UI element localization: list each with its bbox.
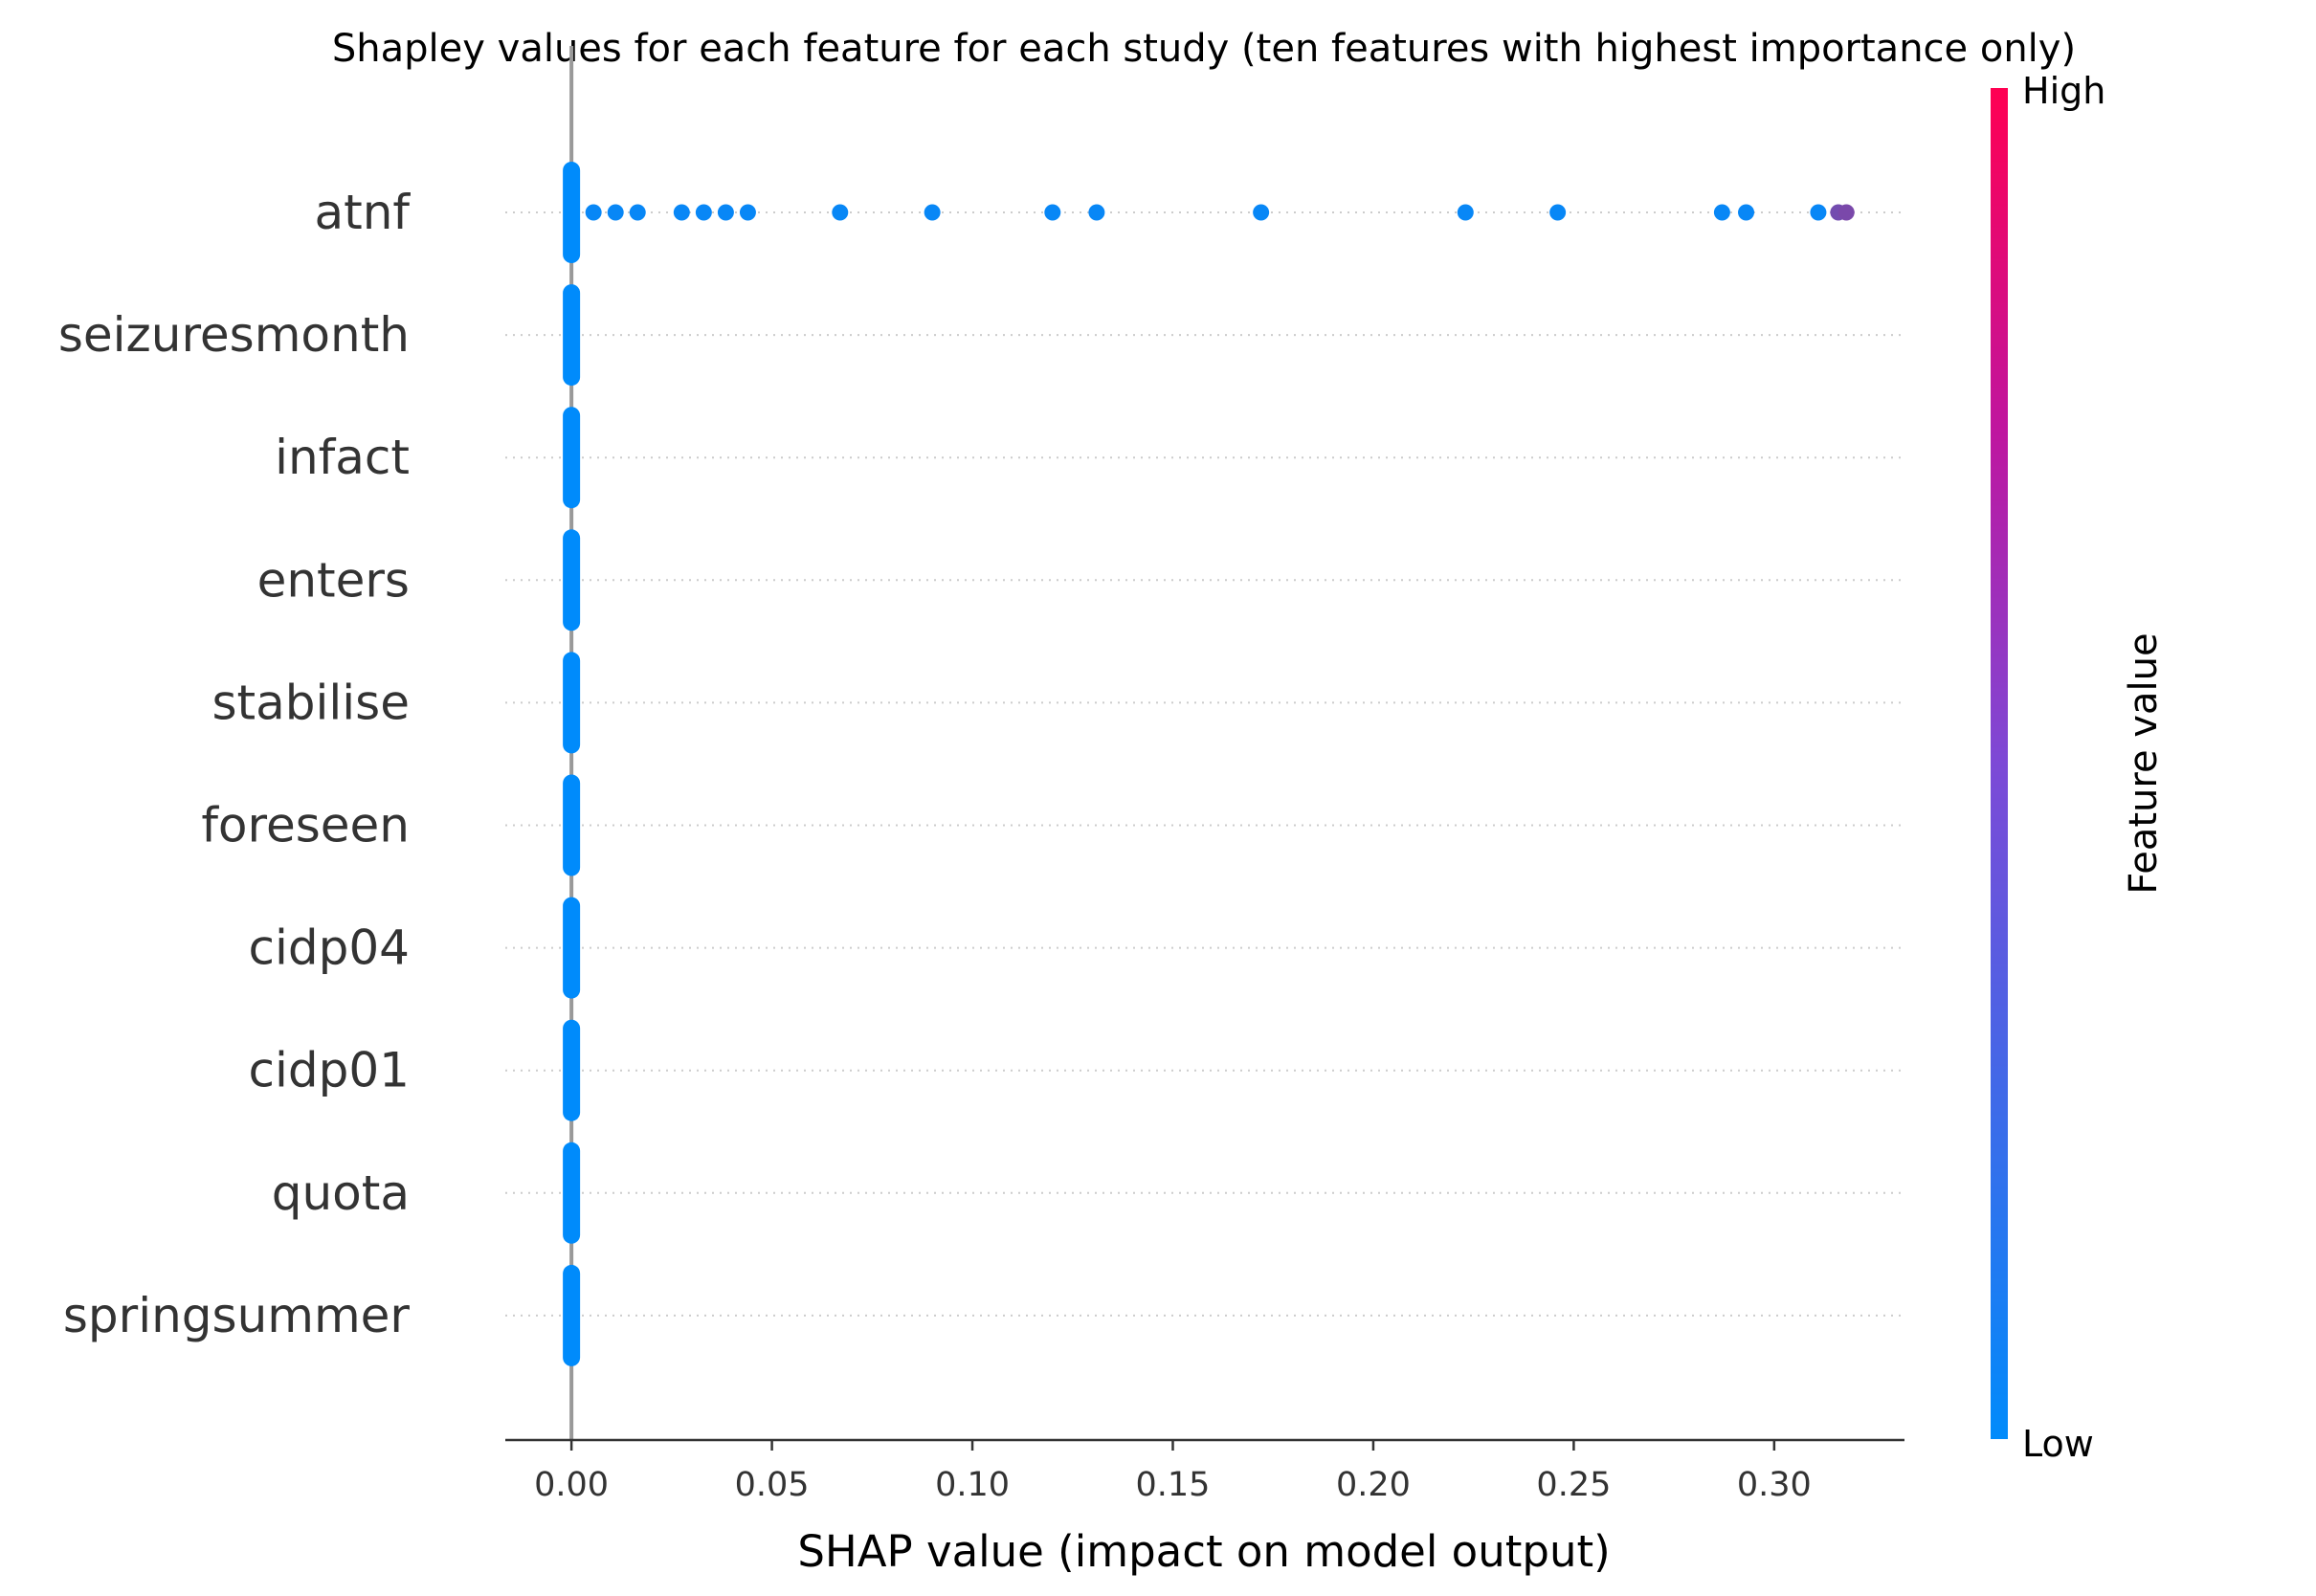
zero-cluster-cidp04 bbox=[563, 897, 581, 999]
feature-label-atnf: atnf bbox=[314, 185, 411, 240]
feature-label-stabilise: stabilise bbox=[212, 675, 410, 730]
x-tick-label: 0.30 bbox=[1737, 1466, 1812, 1504]
data-point-atnf-0 bbox=[585, 204, 602, 221]
x-axis-ticks: 0.00 0.05 0.10 0.15 0.20 0.25 0.30 bbox=[534, 1440, 1812, 1504]
x-tick-label: 0.10 bbox=[935, 1466, 1010, 1504]
colorbar bbox=[1991, 88, 2008, 1439]
chart-title: Shapley values for each feature for each… bbox=[332, 27, 2076, 71]
x-tick-label: 0.05 bbox=[735, 1466, 810, 1504]
x-tick-label: 0.25 bbox=[1536, 1466, 1611, 1504]
data-point-atnf-6 bbox=[739, 204, 756, 221]
zero-cluster-springsummer bbox=[563, 1264, 581, 1366]
colorbar-low-label: Low bbox=[2022, 1423, 2094, 1465]
zero-cluster-atnf bbox=[563, 162, 581, 263]
feature-label-springsummer: springsummer bbox=[63, 1288, 411, 1343]
zero-cluster-infact bbox=[563, 407, 581, 509]
x-axis-label: SHAP value (impact on model output) bbox=[797, 1526, 1610, 1577]
feature-label-infact: infact bbox=[275, 430, 410, 485]
zero-cluster-quota bbox=[563, 1142, 581, 1244]
data-point-atnf-14 bbox=[1713, 204, 1730, 221]
feature-label-quota: quota bbox=[272, 1165, 410, 1221]
colorbar-title: Feature value bbox=[2122, 632, 2166, 894]
zero-cluster-seizuresmonth bbox=[563, 284, 581, 387]
feature-label-enters: enters bbox=[257, 552, 410, 608]
data-point-atnf-16 bbox=[1810, 204, 1827, 221]
data-point-atnf-9 bbox=[1044, 204, 1061, 221]
x-tick-label: 0.00 bbox=[534, 1466, 609, 1504]
data-point-atnf-8 bbox=[924, 204, 941, 221]
data-point-atnf-13 bbox=[1549, 204, 1567, 221]
data-point-atnf-2 bbox=[629, 204, 646, 221]
zero-cluster-enters bbox=[563, 529, 581, 632]
data-point-atnf-4 bbox=[695, 204, 712, 221]
zero-cluster-foreseen bbox=[563, 774, 581, 876]
data-point-atnf-1 bbox=[607, 204, 624, 221]
data-point-atnf-10 bbox=[1088, 204, 1105, 221]
data-point-atnf-11 bbox=[1253, 204, 1270, 221]
feature-labels: atnf seizuresmonth infact enters stabilise fo… bbox=[58, 185, 412, 1343]
data-point-atnf-12 bbox=[1457, 204, 1474, 221]
feature-label-cidp04: cidp04 bbox=[249, 920, 410, 976]
feature-label-foreseen: foreseen bbox=[201, 798, 410, 853]
x-tick-label: 0.15 bbox=[1136, 1466, 1211, 1504]
data-point-atnf-3 bbox=[673, 204, 690, 221]
feature-label-seizuresmonth: seizuresmonth bbox=[58, 307, 410, 363]
data-point-atnf-7 bbox=[832, 204, 849, 221]
zero-cluster-stabilise bbox=[563, 652, 581, 754]
colorbar-high-label: High bbox=[2022, 70, 2105, 112]
zero-cluster-cidp01 bbox=[563, 1019, 581, 1121]
data-point-atnf-18 bbox=[1837, 204, 1855, 221]
data-points bbox=[563, 162, 1855, 1366]
data-point-atnf-5 bbox=[717, 204, 734, 221]
x-tick-label: 0.20 bbox=[1336, 1466, 1411, 1504]
feature-label-cidp01: cidp01 bbox=[249, 1043, 410, 1098]
data-point-atnf-15 bbox=[1738, 204, 1755, 221]
feature-gridlines bbox=[505, 211, 1904, 1317]
